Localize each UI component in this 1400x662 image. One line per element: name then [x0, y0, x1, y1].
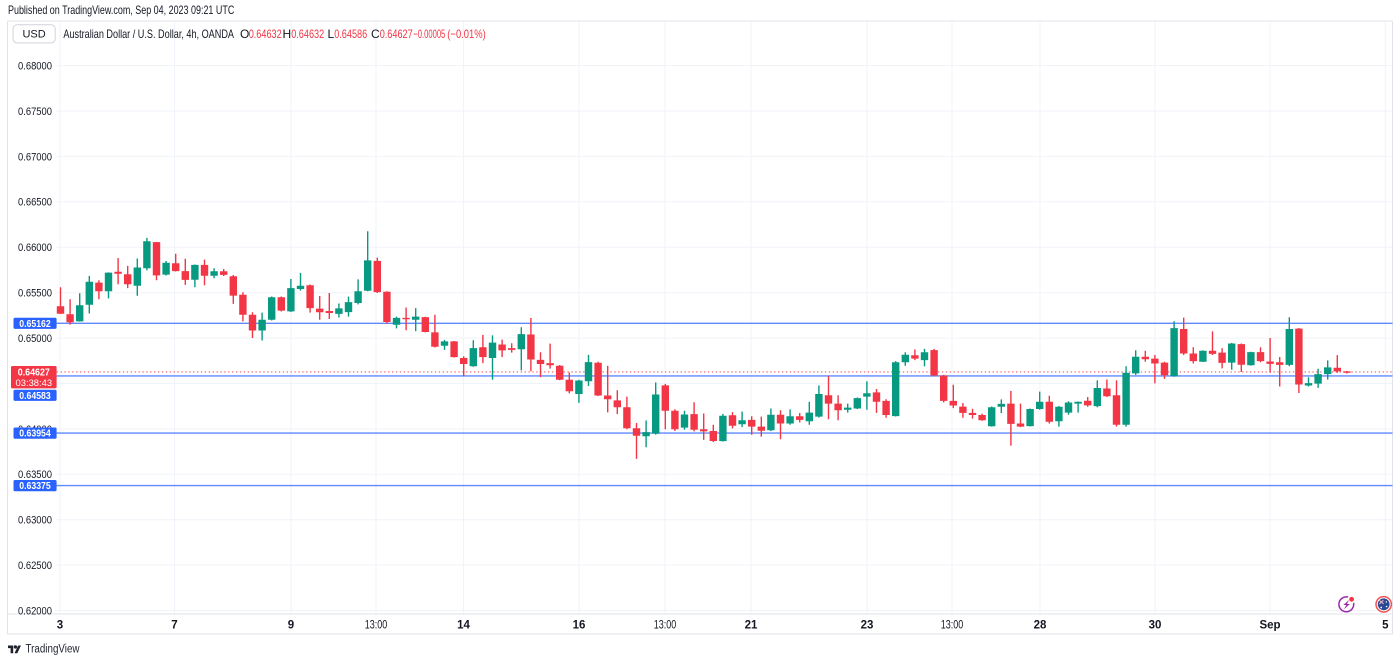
svg-text:Published on TradingView.com,: Published on TradingView.com, Sep 04, 20… [8, 3, 235, 17]
svg-text:0.63500: 0.63500 [18, 469, 52, 481]
svg-text:13:00: 13:00 [654, 619, 677, 631]
svg-text:3: 3 [57, 619, 63, 631]
svg-text:0.64586: 0.64586 [334, 27, 367, 41]
svg-text:0.68000: 0.68000 [18, 61, 52, 73]
svg-text:0.64632: 0.64632 [291, 27, 324, 41]
svg-text:0.66500: 0.66500 [18, 197, 52, 209]
svg-text:28: 28 [1034, 619, 1047, 631]
svg-text:Australian Dollar / U.S. Dolla: Australian Dollar / U.S. Dollar, 4h, OAN… [63, 27, 234, 41]
svg-text:0.64583: 0.64583 [19, 391, 51, 402]
svg-text:0.65162: 0.65162 [19, 319, 51, 330]
svg-text:−0.00005: −0.00005 [413, 27, 445, 41]
svg-text:0.65500: 0.65500 [18, 288, 52, 300]
svg-text:0.63375: 0.63375 [19, 481, 51, 492]
svg-text:0.66000: 0.66000 [18, 242, 52, 254]
svg-text:0.65000: 0.65000 [18, 333, 52, 345]
svg-text:0.62000: 0.62000 [18, 605, 52, 617]
svg-text:USD: USD [22, 29, 45, 41]
svg-text:L: L [328, 27, 335, 41]
svg-text:9: 9 [288, 619, 294, 631]
svg-text:16: 16 [573, 619, 586, 631]
svg-text:O: O [240, 27, 249, 41]
svg-text:14: 14 [457, 619, 470, 631]
svg-text:H: H [283, 27, 292, 41]
svg-text:13:00: 13:00 [365, 619, 388, 631]
svg-text:TradingView: TradingView [26, 644, 81, 656]
svg-text:0.64627: 0.64627 [18, 368, 50, 379]
svg-text:0.67500: 0.67500 [18, 106, 52, 118]
svg-text:30: 30 [1149, 619, 1162, 631]
svg-text:0.64632: 0.64632 [249, 27, 282, 41]
svg-text:03:38:43: 03:38:43 [16, 378, 53, 388]
svg-text:0.63954: 0.63954 [19, 429, 51, 440]
svg-text:7: 7 [171, 619, 177, 631]
svg-text:Sep: Sep [1259, 619, 1280, 631]
svg-text:23: 23 [861, 619, 874, 631]
svg-text:(−0.01%): (−0.01%) [447, 27, 486, 41]
svg-text:0.62500: 0.62500 [18, 560, 52, 572]
svg-text:13:00: 13:00 [941, 619, 964, 631]
svg-text:C: C [371, 27, 380, 41]
svg-text:5: 5 [1382, 619, 1389, 631]
svg-text:0.63000: 0.63000 [18, 515, 52, 527]
svg-text:0.64627: 0.64627 [380, 27, 413, 41]
svg-text:0.67000: 0.67000 [18, 151, 52, 163]
svg-text:21: 21 [745, 619, 758, 631]
